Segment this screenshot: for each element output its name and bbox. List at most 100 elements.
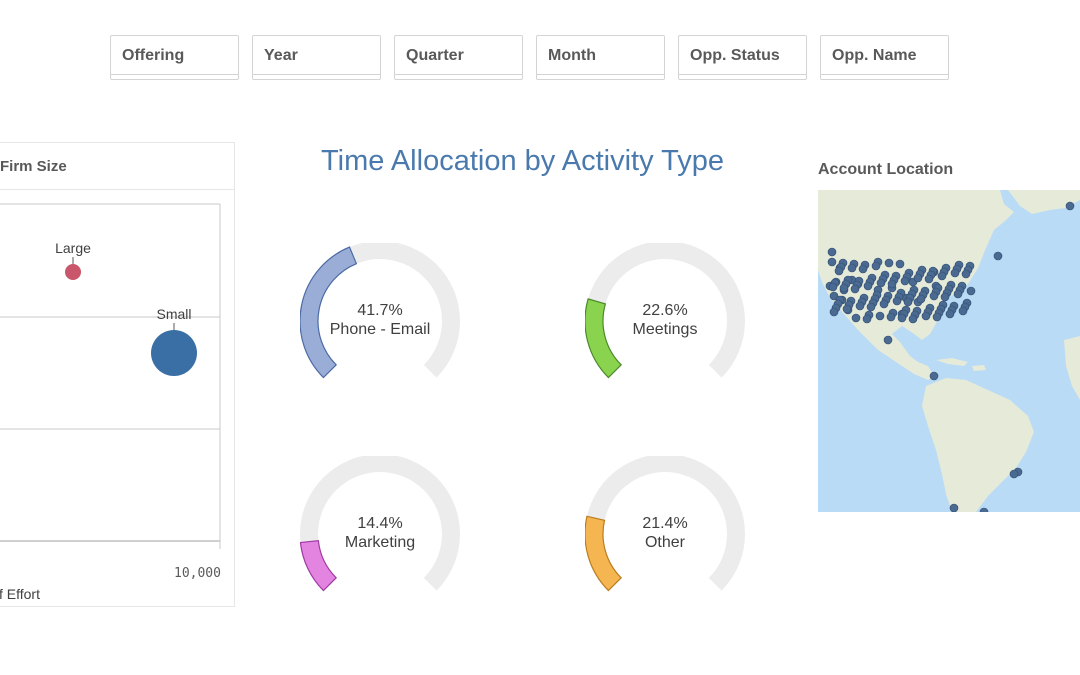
time-allocation-title: Time Allocation by Activity Type (321, 145, 724, 177)
location-marker[interactable] (875, 311, 885, 321)
location-marker[interactable] (866, 302, 876, 312)
gauge-value-arc (300, 539, 338, 592)
location-marker[interactable] (827, 257, 837, 267)
location-marker[interactable] (929, 291, 939, 301)
location-marker[interactable] (829, 291, 839, 301)
location-marker[interactable] (851, 313, 861, 323)
location-marker[interactable] (827, 247, 837, 257)
gauge-text: 22.6% Meetings (585, 301, 745, 339)
location-marker[interactable] (929, 371, 939, 381)
location-marker[interactable] (945, 309, 955, 319)
location-marker[interactable] (949, 503, 959, 512)
location-marker[interactable] (993, 251, 1003, 261)
point-label-small: Small (156, 306, 191, 322)
location-marker[interactable] (913, 273, 923, 283)
location-marker[interactable] (828, 282, 838, 292)
gauge-other[interactable]: 21.4% Other (585, 456, 765, 616)
filter-quarter[interactable]: Quarter (394, 35, 523, 80)
filter-opp-name[interactable]: Opp. Name (820, 35, 949, 80)
location-marker[interactable] (871, 261, 881, 271)
filter-year[interactable]: Year (252, 35, 381, 80)
gauge-arc (300, 243, 460, 379)
gauge-percent: 22.6% (642, 302, 688, 319)
location-marker[interactable] (953, 289, 963, 299)
location-marker[interactable] (850, 284, 860, 294)
filter-month[interactable]: Month (536, 35, 665, 80)
filter-opp-name-label: Opp. Name (832, 47, 917, 64)
filter-quarter-label: Quarter (406, 47, 464, 64)
location-marker[interactable] (883, 335, 893, 345)
gauge-percent: 14.4% (357, 515, 403, 532)
filter-year-label: Year (264, 47, 298, 64)
location-marker[interactable] (932, 312, 942, 322)
location-marker[interactable] (839, 283, 849, 293)
filter-opp-status[interactable]: Opp. Status (678, 35, 807, 80)
location-marker[interactable] (879, 299, 889, 309)
location-marker[interactable] (903, 297, 913, 307)
location-marker[interactable] (895, 259, 905, 269)
gauge-percent: 21.4% (642, 515, 688, 532)
point-label-large: Large (55, 240, 91, 256)
gauge-value-arc (585, 298, 623, 379)
location-marker[interactable] (842, 304, 852, 314)
location-marker[interactable] (937, 271, 947, 281)
location-marker[interactable] (847, 263, 857, 273)
location-marker[interactable] (863, 281, 873, 291)
location-marker[interactable] (961, 269, 971, 279)
gauge-label: Marketing (344, 534, 416, 551)
location-marker[interactable] (892, 296, 902, 306)
gauge-arc (300, 456, 460, 592)
location-marker[interactable] (966, 286, 976, 296)
location-marker[interactable] (855, 301, 865, 311)
location-marker[interactable] (897, 313, 907, 323)
gauge-label: Phone - Email (329, 321, 431, 338)
land-cuba (936, 358, 968, 366)
account-markers (825, 201, 1075, 512)
panel-divider (0, 189, 234, 190)
filter-month-label: Month (548, 47, 596, 64)
location-marker[interactable] (940, 292, 950, 302)
gauge-percent: 41.7% (357, 302, 403, 319)
gauge-arc (585, 243, 745, 379)
location-marker[interactable] (829, 307, 839, 317)
gauge-phone-email[interactable]: 41.7% Phone - Email (300, 243, 480, 403)
location-marker[interactable] (884, 258, 894, 268)
firm-size-chart[interactable]: Firm Size 0 10,000 f Effort Large Small (0, 142, 235, 607)
location-marker[interactable] (862, 314, 872, 324)
location-marker[interactable] (924, 274, 934, 284)
location-marker[interactable] (858, 264, 868, 274)
gauge-marketing[interactable]: 14.4% Marketing (300, 456, 480, 616)
data-point-large[interactable] (65, 264, 81, 280)
filter-offering-label: Offering (122, 47, 185, 64)
location-marker[interactable] (958, 306, 968, 316)
gauge-text: 41.7% Phone - Email (300, 301, 460, 339)
land-south-america (922, 378, 1034, 512)
filter-offering[interactable]: Offering (110, 35, 239, 80)
gauge-label: Meetings (632, 321, 698, 338)
gauge-text: 14.4% Marketing (300, 514, 460, 552)
data-point-small[interactable] (151, 330, 197, 376)
account-location-map[interactable] (818, 190, 1080, 512)
map-canvas (818, 190, 1080, 512)
location-marker[interactable] (950, 268, 960, 278)
location-marker[interactable] (834, 266, 844, 276)
gauge-value-arc (585, 515, 623, 592)
location-marker[interactable] (887, 279, 897, 289)
location-marker[interactable] (900, 276, 910, 286)
location-marker[interactable] (979, 507, 989, 512)
land-africa (1064, 336, 1080, 400)
location-marker[interactable] (916, 294, 926, 304)
location-marker[interactable] (908, 314, 918, 324)
location-marker[interactable] (1065, 201, 1075, 211)
scatter-plot: 0 10,000 f Effort Large Small (0, 203, 221, 602)
gauge-meetings[interactable]: 22.6% Meetings (585, 243, 765, 403)
location-marker[interactable] (1009, 469, 1019, 479)
gauge-label: Other (644, 534, 685, 551)
x-axis-label: f Effort (0, 586, 40, 602)
location-marker[interactable] (886, 312, 896, 322)
land-greenland (1008, 190, 1080, 214)
location-marker[interactable] (921, 311, 931, 321)
gauge-text: 21.4% Other (585, 514, 745, 552)
filter-opp-status-label: Opp. Status (690, 47, 780, 64)
location-marker[interactable] (876, 278, 886, 288)
